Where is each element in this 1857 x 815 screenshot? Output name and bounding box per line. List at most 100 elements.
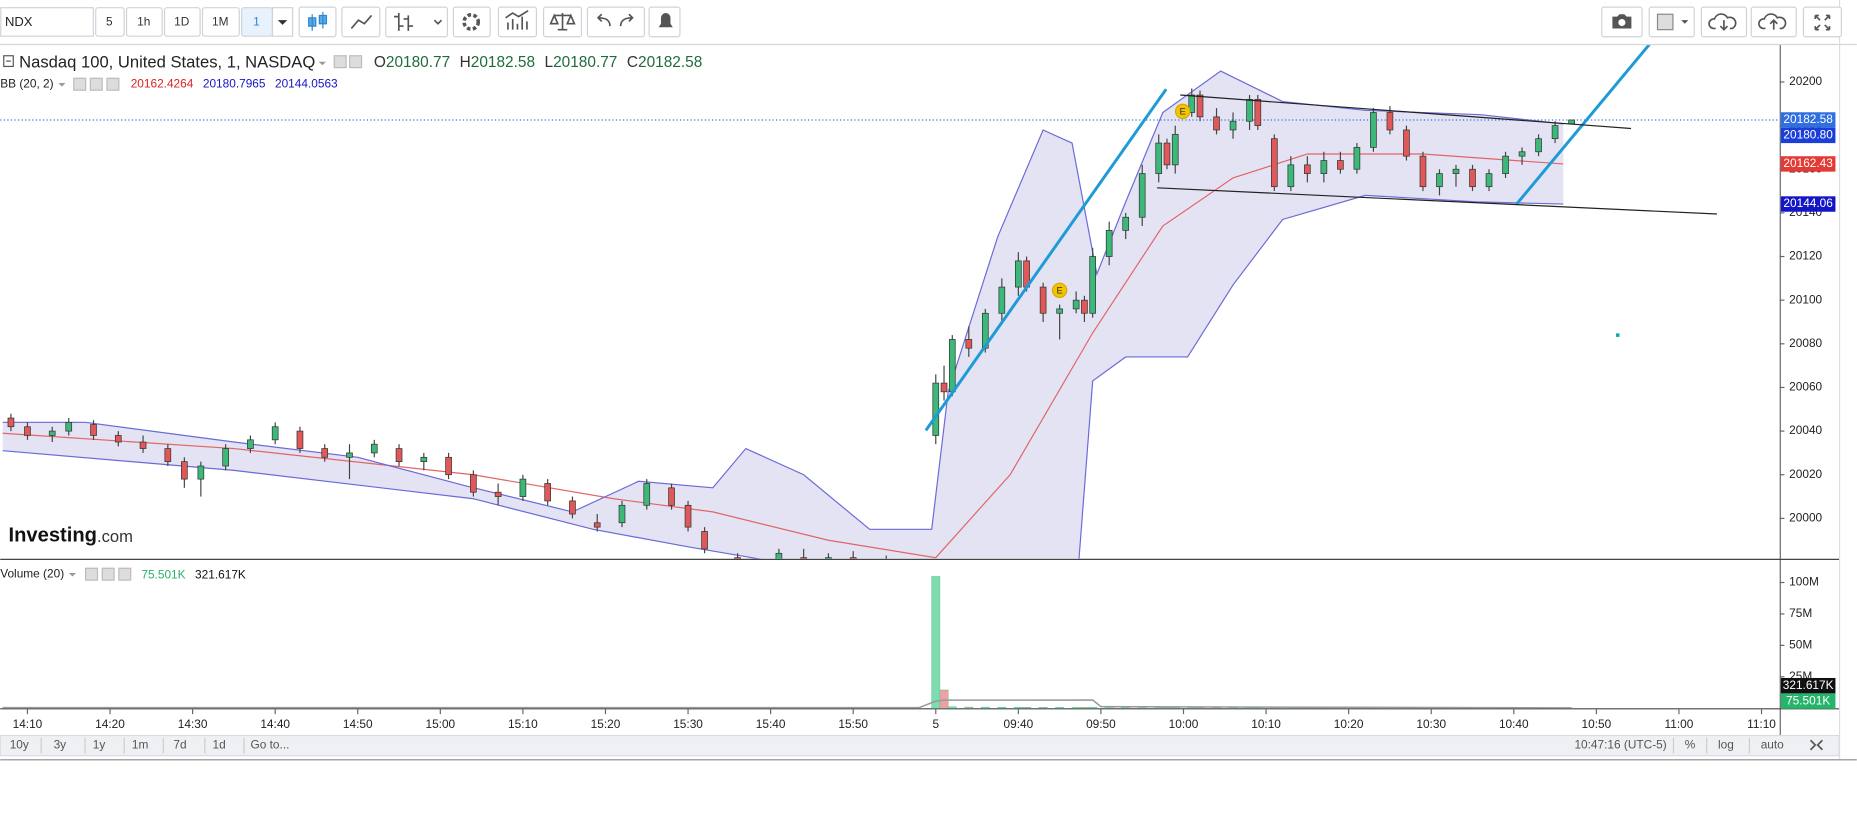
range-button[interactable]: 1y <box>93 738 106 752</box>
y-tick-label: 75M <box>1789 606 1812 620</box>
candle-body <box>494 491 502 497</box>
interval-button[interactable] <box>95 7 125 37</box>
event-marker[interactable] <box>1174 103 1191 120</box>
interval-button[interactable] <box>201 7 240 37</box>
candle-body <box>1353 147 1361 170</box>
candle-body <box>684 504 692 528</box>
candle-body <box>932 382 940 436</box>
volume-ma <box>2 699 1572 709</box>
interval-button[interactable] <box>125 7 163 37</box>
cloud-down-icon <box>1708 13 1737 31</box>
interval-label[interactable]: 1M <box>212 15 228 29</box>
legend-icon[interactable] <box>333 55 347 69</box>
trend-line <box>1180 94 1632 130</box>
dropdown-caret <box>277 20 288 25</box>
volume-icon[interactable] <box>118 567 132 581</box>
range-button[interactable]: 1m <box>132 738 149 752</box>
interval-label[interactable]: 1 <box>253 15 260 29</box>
candle-body <box>940 382 948 393</box>
volume-bar <box>1022 707 1031 709</box>
candle-body <box>1188 94 1196 113</box>
candle-body <box>24 426 31 436</box>
candle-body <box>1502 155 1509 174</box>
range-button[interactable]: 3y <box>54 738 67 752</box>
price-label-box <box>1780 196 1836 212</box>
y-tick-label: 20120 <box>1789 249 1822 263</box>
volume-label-box <box>1780 677 1836 694</box>
scale-button[interactable]: log <box>1718 738 1734 752</box>
candles-button[interactable] <box>298 6 337 38</box>
candle-body <box>1039 286 1047 314</box>
candle-body <box>1287 164 1295 188</box>
candle-body <box>998 286 1006 314</box>
candles-icon <box>308 11 328 31</box>
ohlc-letter: C <box>627 54 638 71</box>
event-label[interactable]: E <box>1056 285 1062 296</box>
candle-body <box>197 465 205 480</box>
goto-button[interactable]: Go to... <box>251 738 290 752</box>
candle-body <box>1105 229 1113 257</box>
candle-body <box>1122 216 1130 231</box>
volume-title: Volume (20) <box>0 566 64 580</box>
candle-body <box>701 531 708 550</box>
candle-body <box>181 461 188 480</box>
x-tick-label: 15:10 <box>508 717 538 731</box>
x-tick-label: 15:20 <box>591 717 621 731</box>
ohlc-value: 20180.77 <box>553 54 617 71</box>
volume-icon[interactable] <box>85 567 99 581</box>
x-tick-label: 10:40 <box>1499 717 1529 731</box>
scale-button[interactable]: % <box>1685 738 1696 752</box>
layout-icon <box>1656 13 1674 31</box>
price-label-box <box>1780 156 1836 172</box>
candle-body <box>271 426 279 441</box>
indicator-icon[interactable] <box>89 77 103 91</box>
interval-button[interactable] <box>163 7 201 37</box>
scale-button[interactable]: auto <box>1761 738 1784 752</box>
candle-body <box>114 435 122 443</box>
range-button[interactable]: 1d <box>213 738 226 752</box>
candle-body <box>775 552 783 559</box>
band-line <box>2 153 1564 559</box>
x-tick-label: 15:50 <box>838 717 868 731</box>
range-button[interactable]: 7d <box>173 738 186 752</box>
undo-redo-button[interactable] <box>586 6 645 38</box>
candle-body <box>445 456 452 476</box>
indicator-icon[interactable] <box>106 77 120 91</box>
indicator-icon[interactable] <box>73 77 87 91</box>
bottom-settings-icon[interactable] <box>1809 739 1823 751</box>
interval-label[interactable]: 1h <box>137 15 150 29</box>
candle-body <box>346 452 353 458</box>
event-marker[interactable] <box>1051 282 1068 299</box>
price-label: 20144.06 <box>1783 196 1833 210</box>
settings-button[interactable] <box>452 6 491 38</box>
candle-body <box>1056 308 1063 314</box>
ohlc-letter: L <box>545 54 554 71</box>
collapse-icon[interactable] <box>3 55 14 68</box>
indicators-button[interactable] <box>497 6 538 38</box>
bars-button[interactable] <box>385 6 449 38</box>
volume-icon[interactable] <box>101 567 115 581</box>
interval-label[interactable]: 1D <box>174 15 189 29</box>
legend-icon[interactable] <box>349 55 363 69</box>
candle-body <box>1485 173 1493 188</box>
candle-body <box>1089 256 1096 314</box>
range-button[interactable]: 10y <box>10 738 29 752</box>
band-line <box>2 70 1564 530</box>
interval-label[interactable]: 5 <box>106 15 113 29</box>
candle-body <box>1072 299 1080 310</box>
candle-body <box>1337 160 1344 170</box>
band-line <box>2 194 1564 559</box>
chart-title: Nasdaq 100, United States, 1, NASDAQ <box>19 52 315 71</box>
y-tick-label: 20080 <box>1789 336 1822 350</box>
candle-body <box>593 522 601 528</box>
symbol-input[interactable] <box>0 7 94 37</box>
candle-body <box>1370 112 1377 148</box>
fullscreen-button[interactable] <box>1802 6 1842 38</box>
candle-body <box>420 456 428 463</box>
trend-line <box>924 88 1168 432</box>
line-icon <box>350 14 373 30</box>
event-label[interactable]: E <box>1180 106 1186 117</box>
bottom-bar <box>0 734 1840 757</box>
volume-bar <box>1013 706 1023 709</box>
candle-body <box>1081 299 1088 314</box>
